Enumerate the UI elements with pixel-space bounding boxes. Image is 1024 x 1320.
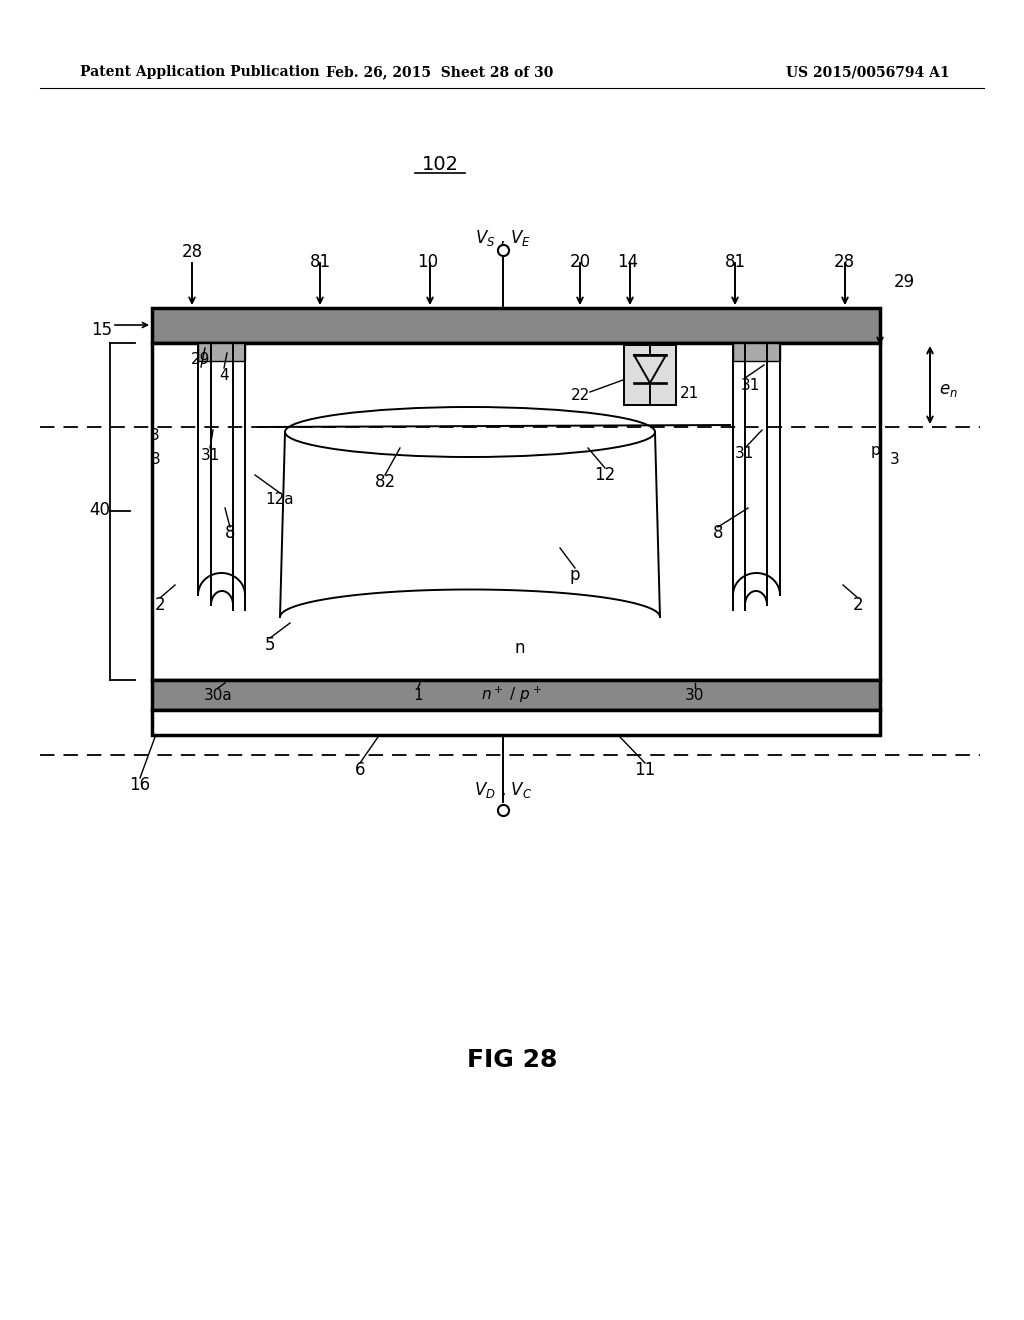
Bar — [198, 343, 245, 360]
Text: 5: 5 — [265, 636, 275, 653]
Text: $n^+$ / $p^+$: $n^+$ / $p^+$ — [481, 685, 543, 705]
Text: 12a: 12a — [265, 492, 294, 507]
Text: 10: 10 — [418, 253, 438, 271]
Text: 82: 82 — [375, 473, 395, 491]
Text: 2: 2 — [853, 597, 863, 614]
Bar — [624, 345, 676, 405]
Bar — [152, 710, 880, 735]
Text: US 2015/0056794 A1: US 2015/0056794 A1 — [786, 65, 950, 79]
Text: 30a: 30a — [204, 688, 232, 702]
Text: 14: 14 — [617, 253, 639, 271]
Text: 12: 12 — [594, 466, 615, 484]
Text: 1: 1 — [414, 688, 423, 702]
Text: Patent Application Publication: Patent Application Publication — [80, 65, 319, 79]
Text: 30: 30 — [685, 688, 705, 702]
Text: $V_D$ , $V_C$: $V_D$ , $V_C$ — [474, 780, 532, 800]
Text: $e_n$: $e_n$ — [939, 381, 957, 399]
Text: 8: 8 — [224, 524, 236, 543]
Text: 31: 31 — [735, 446, 755, 461]
Text: 3: 3 — [890, 453, 900, 467]
Text: Feb. 26, 2015  Sheet 28 of 30: Feb. 26, 2015 Sheet 28 of 30 — [327, 65, 554, 79]
Text: 8: 8 — [713, 524, 723, 543]
Text: 15: 15 — [91, 321, 112, 339]
Text: 102: 102 — [422, 156, 459, 174]
Bar — [152, 343, 880, 680]
Text: 29: 29 — [894, 273, 915, 290]
Text: 21: 21 — [680, 385, 699, 400]
Text: 31: 31 — [740, 378, 760, 392]
Text: 31: 31 — [201, 447, 220, 462]
Text: 81: 81 — [309, 253, 331, 271]
Text: 20: 20 — [569, 253, 591, 271]
Text: FIG 28: FIG 28 — [467, 1048, 557, 1072]
Text: 11: 11 — [635, 762, 655, 779]
Text: 22: 22 — [570, 388, 590, 403]
Text: 3: 3 — [152, 453, 161, 467]
Text: 29: 29 — [191, 352, 211, 367]
Text: $V_S$ , $V_E$: $V_S$ , $V_E$ — [475, 228, 530, 248]
Bar — [152, 308, 880, 343]
Text: n: n — [515, 639, 525, 657]
Text: 6: 6 — [354, 762, 366, 779]
Text: 28: 28 — [181, 243, 203, 261]
Text: 16: 16 — [129, 776, 151, 795]
Text: 81: 81 — [724, 253, 745, 271]
Text: 2: 2 — [155, 597, 165, 614]
Text: p: p — [870, 442, 880, 458]
Text: 3: 3 — [151, 428, 160, 442]
Text: 40: 40 — [89, 502, 111, 519]
Bar — [152, 680, 880, 710]
Text: 4: 4 — [219, 367, 228, 383]
Text: 28: 28 — [834, 253, 855, 271]
Bar — [733, 343, 780, 360]
Text: p: p — [569, 566, 581, 583]
